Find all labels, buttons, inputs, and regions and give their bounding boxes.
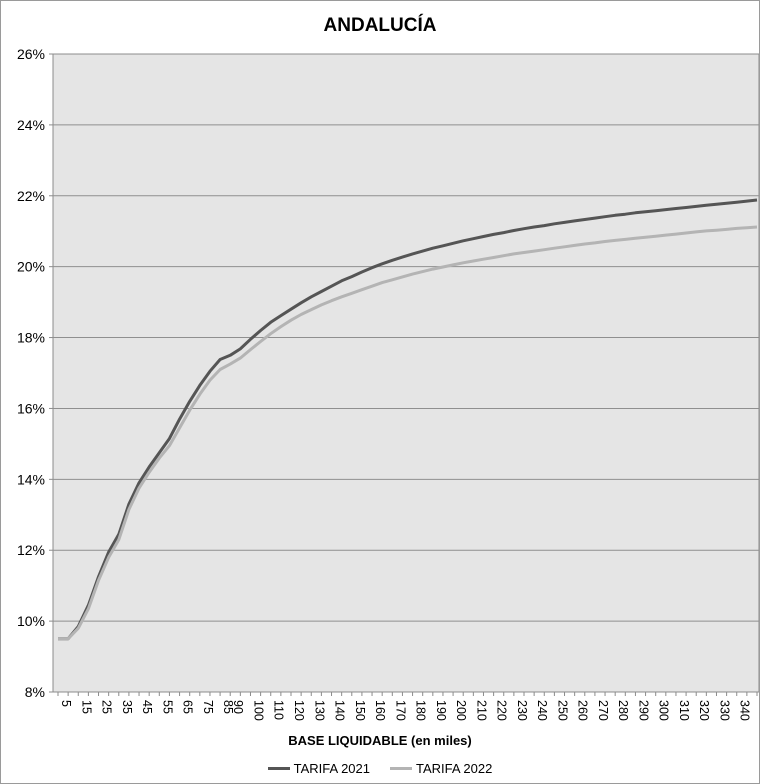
y-tick-label: 26% — [17, 46, 45, 62]
gridlines — [53, 124, 759, 622]
legend-label-tarifa-2022: TARIFA 2022 — [416, 761, 493, 776]
x-tick-label: 330 — [717, 700, 731, 721]
x-tick-label: 230 — [515, 700, 529, 721]
y-tick-label: 24% — [17, 117, 45, 133]
y-tick-label: 20% — [17, 259, 45, 275]
x-tick-label: 170 — [393, 700, 407, 721]
x-tick-label: 310 — [677, 700, 691, 721]
y-tick-label: 8% — [25, 684, 45, 700]
x-tick-label: 5 — [59, 700, 73, 707]
x-tick-label: 15 — [79, 700, 93, 714]
x-tick-label: 350 — [758, 700, 759, 721]
x-tick-label: 75 — [201, 700, 215, 714]
x-tick-label: 45 — [140, 700, 154, 714]
x-tick-label: 190 — [434, 700, 448, 721]
legend-item-tarifa-2022: TARIFA 2022 — [390, 761, 492, 776]
x-tick-label: 140 — [333, 700, 347, 721]
y-tick-label: 18% — [17, 330, 45, 346]
y-axis: 8% 10% 12% 14% 16% 18% 20% 22% 24% 26% — [17, 46, 53, 700]
x-tick-label: 130 — [312, 700, 326, 721]
x-tick-label: 240 — [535, 700, 549, 721]
series-lines — [58, 198, 758, 641]
x-tick-label: 270 — [596, 700, 610, 721]
plot-area — [52, 53, 759, 693]
x-tick-label: 90 — [231, 700, 245, 714]
x-tick-label: 150 — [353, 700, 367, 721]
y-tick-label: 22% — [17, 188, 45, 204]
x-tick-label: 280 — [616, 700, 630, 721]
x-tick-label: 260 — [576, 700, 590, 721]
x-tick-label: 290 — [636, 700, 650, 721]
y-tick-label: 14% — [17, 471, 45, 487]
series-line-tarifa-2021 — [58, 198, 758, 641]
x-tick-label: 55 — [160, 700, 174, 714]
x-tick-label: 100 — [251, 700, 265, 721]
x-tick-label: 250 — [555, 700, 569, 721]
x-tick-label: 120 — [292, 700, 306, 721]
x-tick-label: 180 — [414, 700, 428, 721]
legend-label-tarifa-2021: TARIFA 2021 — [293, 761, 370, 776]
x-tick-label: 85 — [221, 700, 235, 714]
x-tick-label: 300 — [657, 700, 671, 721]
x-tick-label: 160 — [373, 700, 387, 721]
y-tick-label: 16% — [17, 400, 45, 416]
x-tick-label: 340 — [738, 700, 752, 721]
x-tick-label: 25 — [100, 700, 114, 714]
legend-item-tarifa-2021: TARIFA 2021 — [267, 761, 370, 776]
series-line-tarifa-2022 — [58, 225, 758, 641]
chart-title: ANDALUCÍA — [323, 15, 437, 36]
legend-swatch-tarifa-2021 — [267, 767, 290, 770]
legend-swatch-tarifa-2022 — [390, 767, 412, 770]
x-tick-label: 220 — [495, 700, 509, 721]
y-tick-label: 12% — [17, 542, 45, 558]
x-tick-label: 110 — [272, 700, 286, 720]
y-tick-label: 10% — [17, 613, 45, 629]
legend: TARIFA 2021 TARIFA 2022 — [1, 761, 759, 776]
x-tick-label: 210 — [474, 700, 488, 721]
x-tick-label: 320 — [697, 700, 711, 721]
x-tick-label: 65 — [181, 700, 195, 714]
x-tick-label: 200 — [454, 700, 468, 721]
x-tick-label: 35 — [120, 700, 134, 714]
x-axis-title: BASE LIQUIDABLE (en miles) — [288, 733, 472, 748]
